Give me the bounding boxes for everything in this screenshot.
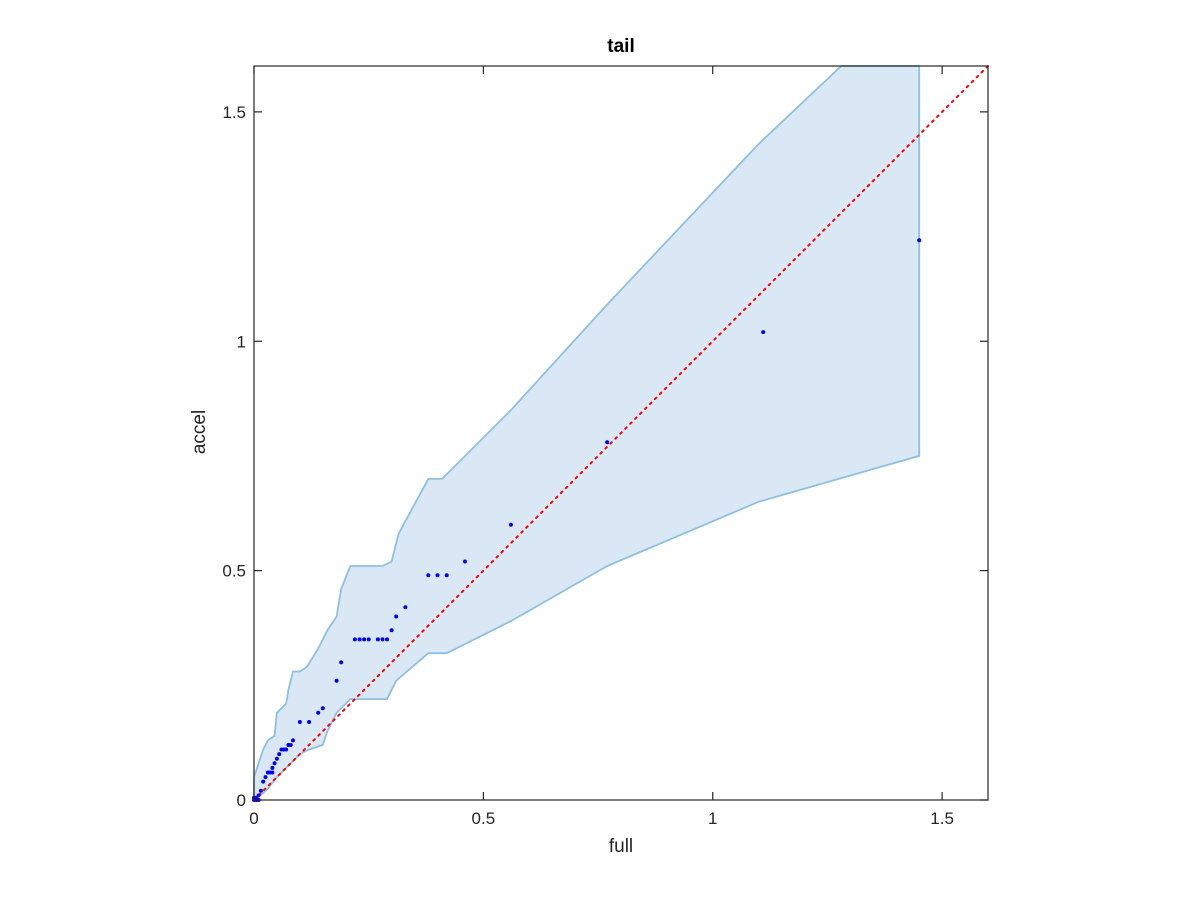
data-point — [385, 637, 389, 642]
data-point — [297, 720, 302, 724]
x-tick-label: 1 — [708, 809, 717, 828]
data-point — [288, 743, 293, 747]
data-point — [263, 775, 268, 780]
data-point — [375, 637, 380, 642]
data-point — [426, 573, 431, 578]
data-point — [316, 710, 321, 715]
data-point — [270, 765, 275, 770]
data-point — [508, 522, 513, 527]
data-point — [389, 628, 394, 633]
y-tick-label: 0.5 — [222, 562, 246, 581]
data-point — [258, 788, 263, 793]
data-point — [917, 238, 922, 243]
data-points — [252, 238, 922, 802]
data-point — [380, 637, 385, 642]
axis-ticks: 0 0.5 1 1.5 0 0.5 1 1.5 — [222, 66, 988, 828]
data-point — [394, 614, 399, 619]
x-tick-label: 1.5 — [930, 809, 954, 828]
y-tick-label: 1.5 — [222, 103, 246, 122]
x-tick-label: 0.5 — [472, 809, 496, 828]
data-point — [261, 779, 266, 784]
data-point — [277, 752, 282, 757]
data-point — [444, 573, 449, 578]
confidence-band — [253, 65, 921, 802]
data-point — [366, 637, 371, 642]
data-point — [272, 761, 277, 766]
data-point — [403, 605, 408, 610]
data-point — [307, 720, 312, 724]
data-point — [463, 559, 467, 564]
data-point — [284, 747, 289, 752]
data-point — [334, 678, 339, 683]
x-tick-label: 0 — [249, 809, 258, 828]
data-point — [339, 660, 344, 665]
x-axis-label: full — [609, 836, 633, 857]
reference-line — [253, 65, 989, 801]
data-point — [274, 756, 279, 761]
data-point — [256, 793, 261, 798]
chart-title: tail — [607, 36, 634, 57]
data-point — [435, 573, 440, 578]
data-point — [352, 637, 357, 642]
data-point — [291, 738, 295, 743]
y-axis-label: accel — [189, 410, 210, 454]
axes-box — [253, 65, 989, 801]
plot-area — [252, 65, 989, 802]
y-tick-label: 1 — [237, 332, 246, 351]
data-point — [320, 706, 325, 711]
data-point — [270, 770, 275, 775]
data-point — [362, 637, 367, 642]
data-point — [357, 637, 362, 642]
data-point — [761, 330, 766, 335]
y-tick-label: 0 — [237, 791, 246, 810]
data-point — [605, 440, 610, 445]
